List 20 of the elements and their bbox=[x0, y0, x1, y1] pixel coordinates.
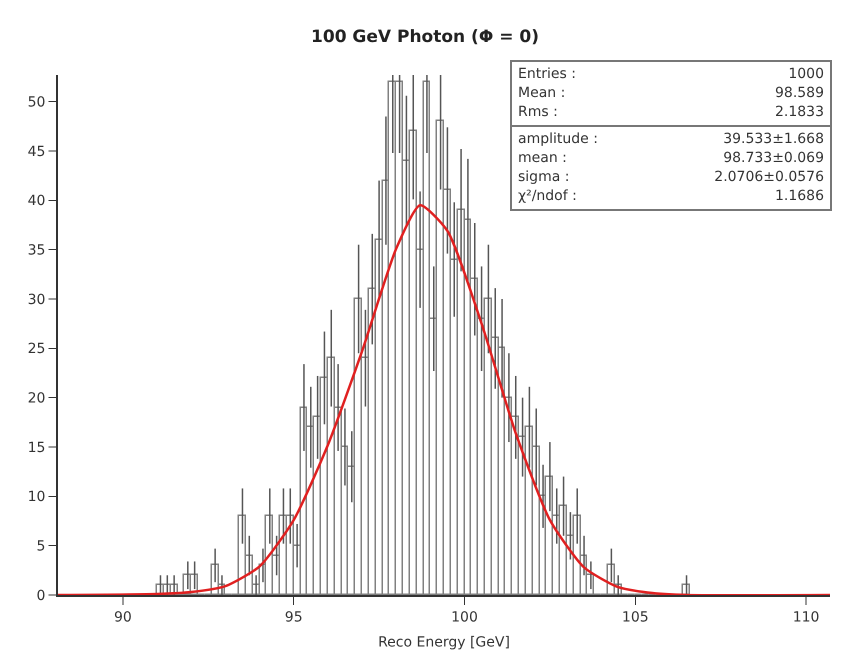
y-tick-label: 5 bbox=[36, 538, 46, 555]
y-tick-label: 10 bbox=[28, 489, 46, 506]
y-tick-label: 20 bbox=[28, 390, 46, 407]
y-tick-label: 0 bbox=[36, 588, 46, 604]
x-tick-label: 90 bbox=[114, 610, 132, 626]
y-tick-label: 50 bbox=[28, 94, 46, 111]
x-tick-label: 105 bbox=[622, 610, 649, 626]
chart-title: 100 GeV Photon (Φ = 0) bbox=[311, 27, 539, 48]
y-tick-label: 35 bbox=[28, 242, 46, 259]
x-tick-label: 95 bbox=[284, 610, 303, 626]
text: Entries : 1000 Mean : 98.589 Rms : 2.1833 bbox=[518, 66, 824, 120]
y-tick-label: 30 bbox=[28, 292, 46, 308]
x-axis-title: Reco Energy [GeV] bbox=[378, 634, 510, 650]
text: amplitude : 39.533±1.668 mean : 98.733±0.069 sigma : 2.0706±0.0576 χ²/ndof : 1.1686 bbox=[518, 131, 824, 204]
y-tick-label: 45 bbox=[28, 144, 46, 160]
x-tick-label: 110 bbox=[792, 610, 820, 626]
y-tick-label: 40 bbox=[28, 193, 46, 210]
y-tick-label: 15 bbox=[28, 440, 46, 456]
y-tick-label: 25 bbox=[28, 341, 46, 358]
x-tick-label: 100 bbox=[451, 610, 478, 626]
